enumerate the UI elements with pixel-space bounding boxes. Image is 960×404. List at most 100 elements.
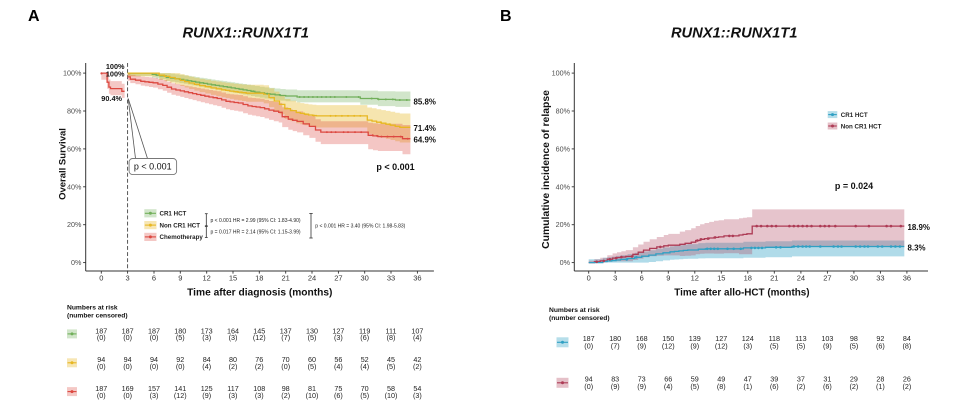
svg-text:(9): (9) (690, 341, 699, 350)
svg-text:100%: 100% (63, 69, 82, 78)
svg-text:12: 12 (203, 274, 211, 283)
svg-text:27: 27 (823, 274, 831, 283)
svg-text:168: 168 (636, 334, 648, 343)
svg-text:(8): (8) (717, 382, 726, 391)
svg-text:(6): (6) (823, 382, 832, 391)
svg-text:(0): (0) (584, 341, 593, 350)
svg-text:(2): (2) (413, 362, 422, 371)
svg-text:20%: 20% (67, 220, 82, 229)
svg-text:(2): (2) (903, 382, 912, 391)
svg-text:Overall Survival: Overall Survival (58, 128, 69, 200)
svg-text:150: 150 (662, 334, 674, 343)
svg-text:45: 45 (387, 355, 395, 364)
svg-text:31: 31 (823, 374, 831, 383)
svg-text:p < 0.001 HR = 3.40 (95% CI:: p < 0.001 HR = 3.40 (95% CI: 1.98-5.83) (315, 223, 405, 229)
svg-text:(8): (8) (387, 333, 396, 342)
svg-text:(1): (1) (876, 382, 885, 391)
svg-text:187: 187 (148, 326, 160, 335)
svg-text:(number censored): (number censored) (67, 313, 128, 320)
svg-text:36: 36 (903, 274, 911, 283)
svg-text:125: 125 (201, 384, 213, 393)
svg-text:(9): (9) (823, 341, 832, 350)
svg-text:130: 130 (306, 326, 318, 335)
svg-text:64.9%: 64.9% (414, 135, 436, 144)
svg-text:66: 66 (664, 374, 672, 383)
svg-text:40%: 40% (556, 182, 571, 191)
svg-text:(9): (9) (637, 382, 646, 391)
svg-text:49: 49 (717, 374, 725, 383)
svg-text:(0): (0) (97, 362, 106, 371)
svg-text:(7): (7) (611, 341, 620, 350)
svg-text:6: 6 (640, 274, 644, 283)
svg-text:30: 30 (361, 274, 369, 283)
svg-text:92: 92 (176, 355, 184, 364)
svg-text:p < 0.001: p < 0.001 (376, 162, 414, 172)
svg-text:(5): (5) (176, 333, 185, 342)
svg-text:80: 80 (229, 355, 237, 364)
svg-text:187: 187 (122, 326, 134, 335)
svg-text:187: 187 (95, 326, 107, 335)
svg-text:(5): (5) (360, 391, 369, 400)
svg-text:169: 169 (122, 384, 134, 393)
svg-text:18.9%: 18.9% (908, 223, 930, 232)
svg-text:21: 21 (282, 274, 290, 283)
svg-text:Chemotherapy: Chemotherapy (160, 234, 204, 241)
svg-text:108: 108 (253, 384, 265, 393)
svg-text:(0): (0) (584, 382, 593, 391)
svg-text:3: 3 (613, 274, 617, 283)
svg-text:(3): (3) (150, 391, 159, 400)
svg-text:76: 76 (255, 355, 263, 364)
svg-text:15: 15 (717, 274, 725, 283)
svg-text:187: 187 (583, 334, 595, 343)
svg-text:127: 127 (332, 326, 344, 335)
svg-text:(6): (6) (334, 391, 343, 400)
svg-text:164: 164 (227, 326, 239, 335)
svg-text:84: 84 (203, 355, 211, 364)
svg-text:(0): (0) (176, 362, 185, 371)
svg-text:(9): (9) (637, 341, 646, 350)
svg-text:94: 94 (124, 355, 132, 364)
svg-text:103: 103 (821, 334, 833, 343)
svg-text:81: 81 (308, 384, 316, 393)
svg-text:(2): (2) (797, 382, 806, 391)
svg-text:(12): (12) (174, 391, 187, 400)
svg-text:118: 118 (769, 334, 780, 343)
svg-text:(9): (9) (611, 382, 620, 391)
svg-text:(0): (0) (281, 362, 290, 371)
svg-text:60%: 60% (556, 144, 571, 153)
svg-text:3: 3 (126, 274, 130, 283)
svg-text:18: 18 (255, 274, 263, 283)
svg-text:73: 73 (638, 374, 646, 383)
svg-text:Cumulative incidence of relaps: Cumulative incidence of relapse (541, 90, 552, 249)
svg-text:75: 75 (334, 384, 342, 393)
svg-text:100%: 100% (106, 62, 125, 71)
svg-text:33: 33 (876, 274, 884, 283)
svg-text:(12): (12) (662, 341, 675, 350)
svg-text:Non CR1 HCT: Non CR1 HCT (841, 123, 882, 130)
svg-text:24: 24 (308, 274, 316, 283)
svg-text:(0): (0) (123, 391, 132, 400)
svg-text:70: 70 (361, 384, 369, 393)
svg-text:21: 21 (770, 274, 778, 283)
svg-text:60: 60 (308, 355, 316, 364)
svg-text:(5): (5) (308, 333, 317, 342)
svg-text:92: 92 (876, 334, 884, 343)
svg-text:54: 54 (413, 384, 421, 393)
svg-text:119: 119 (359, 326, 370, 335)
svg-text:60%: 60% (67, 144, 82, 153)
svg-text:(3): (3) (334, 333, 343, 342)
svg-text:(0): (0) (97, 391, 106, 400)
svg-text:(6): (6) (770, 382, 779, 391)
svg-text:145: 145 (253, 326, 265, 335)
svg-text:27: 27 (334, 274, 342, 283)
svg-text:85.8%: 85.8% (414, 97, 436, 106)
svg-text:CR1 HCT: CR1 HCT (841, 112, 868, 119)
svg-text:(1): (1) (743, 382, 752, 391)
svg-text:(2): (2) (281, 391, 290, 400)
svg-text:9: 9 (666, 274, 670, 283)
svg-text:p = 0.024: p = 0.024 (835, 181, 873, 191)
svg-text:CR1 HCT: CR1 HCT (160, 211, 187, 218)
svg-text:180: 180 (609, 334, 621, 343)
svg-text:157: 157 (148, 384, 160, 393)
svg-text:18: 18 (744, 274, 752, 283)
